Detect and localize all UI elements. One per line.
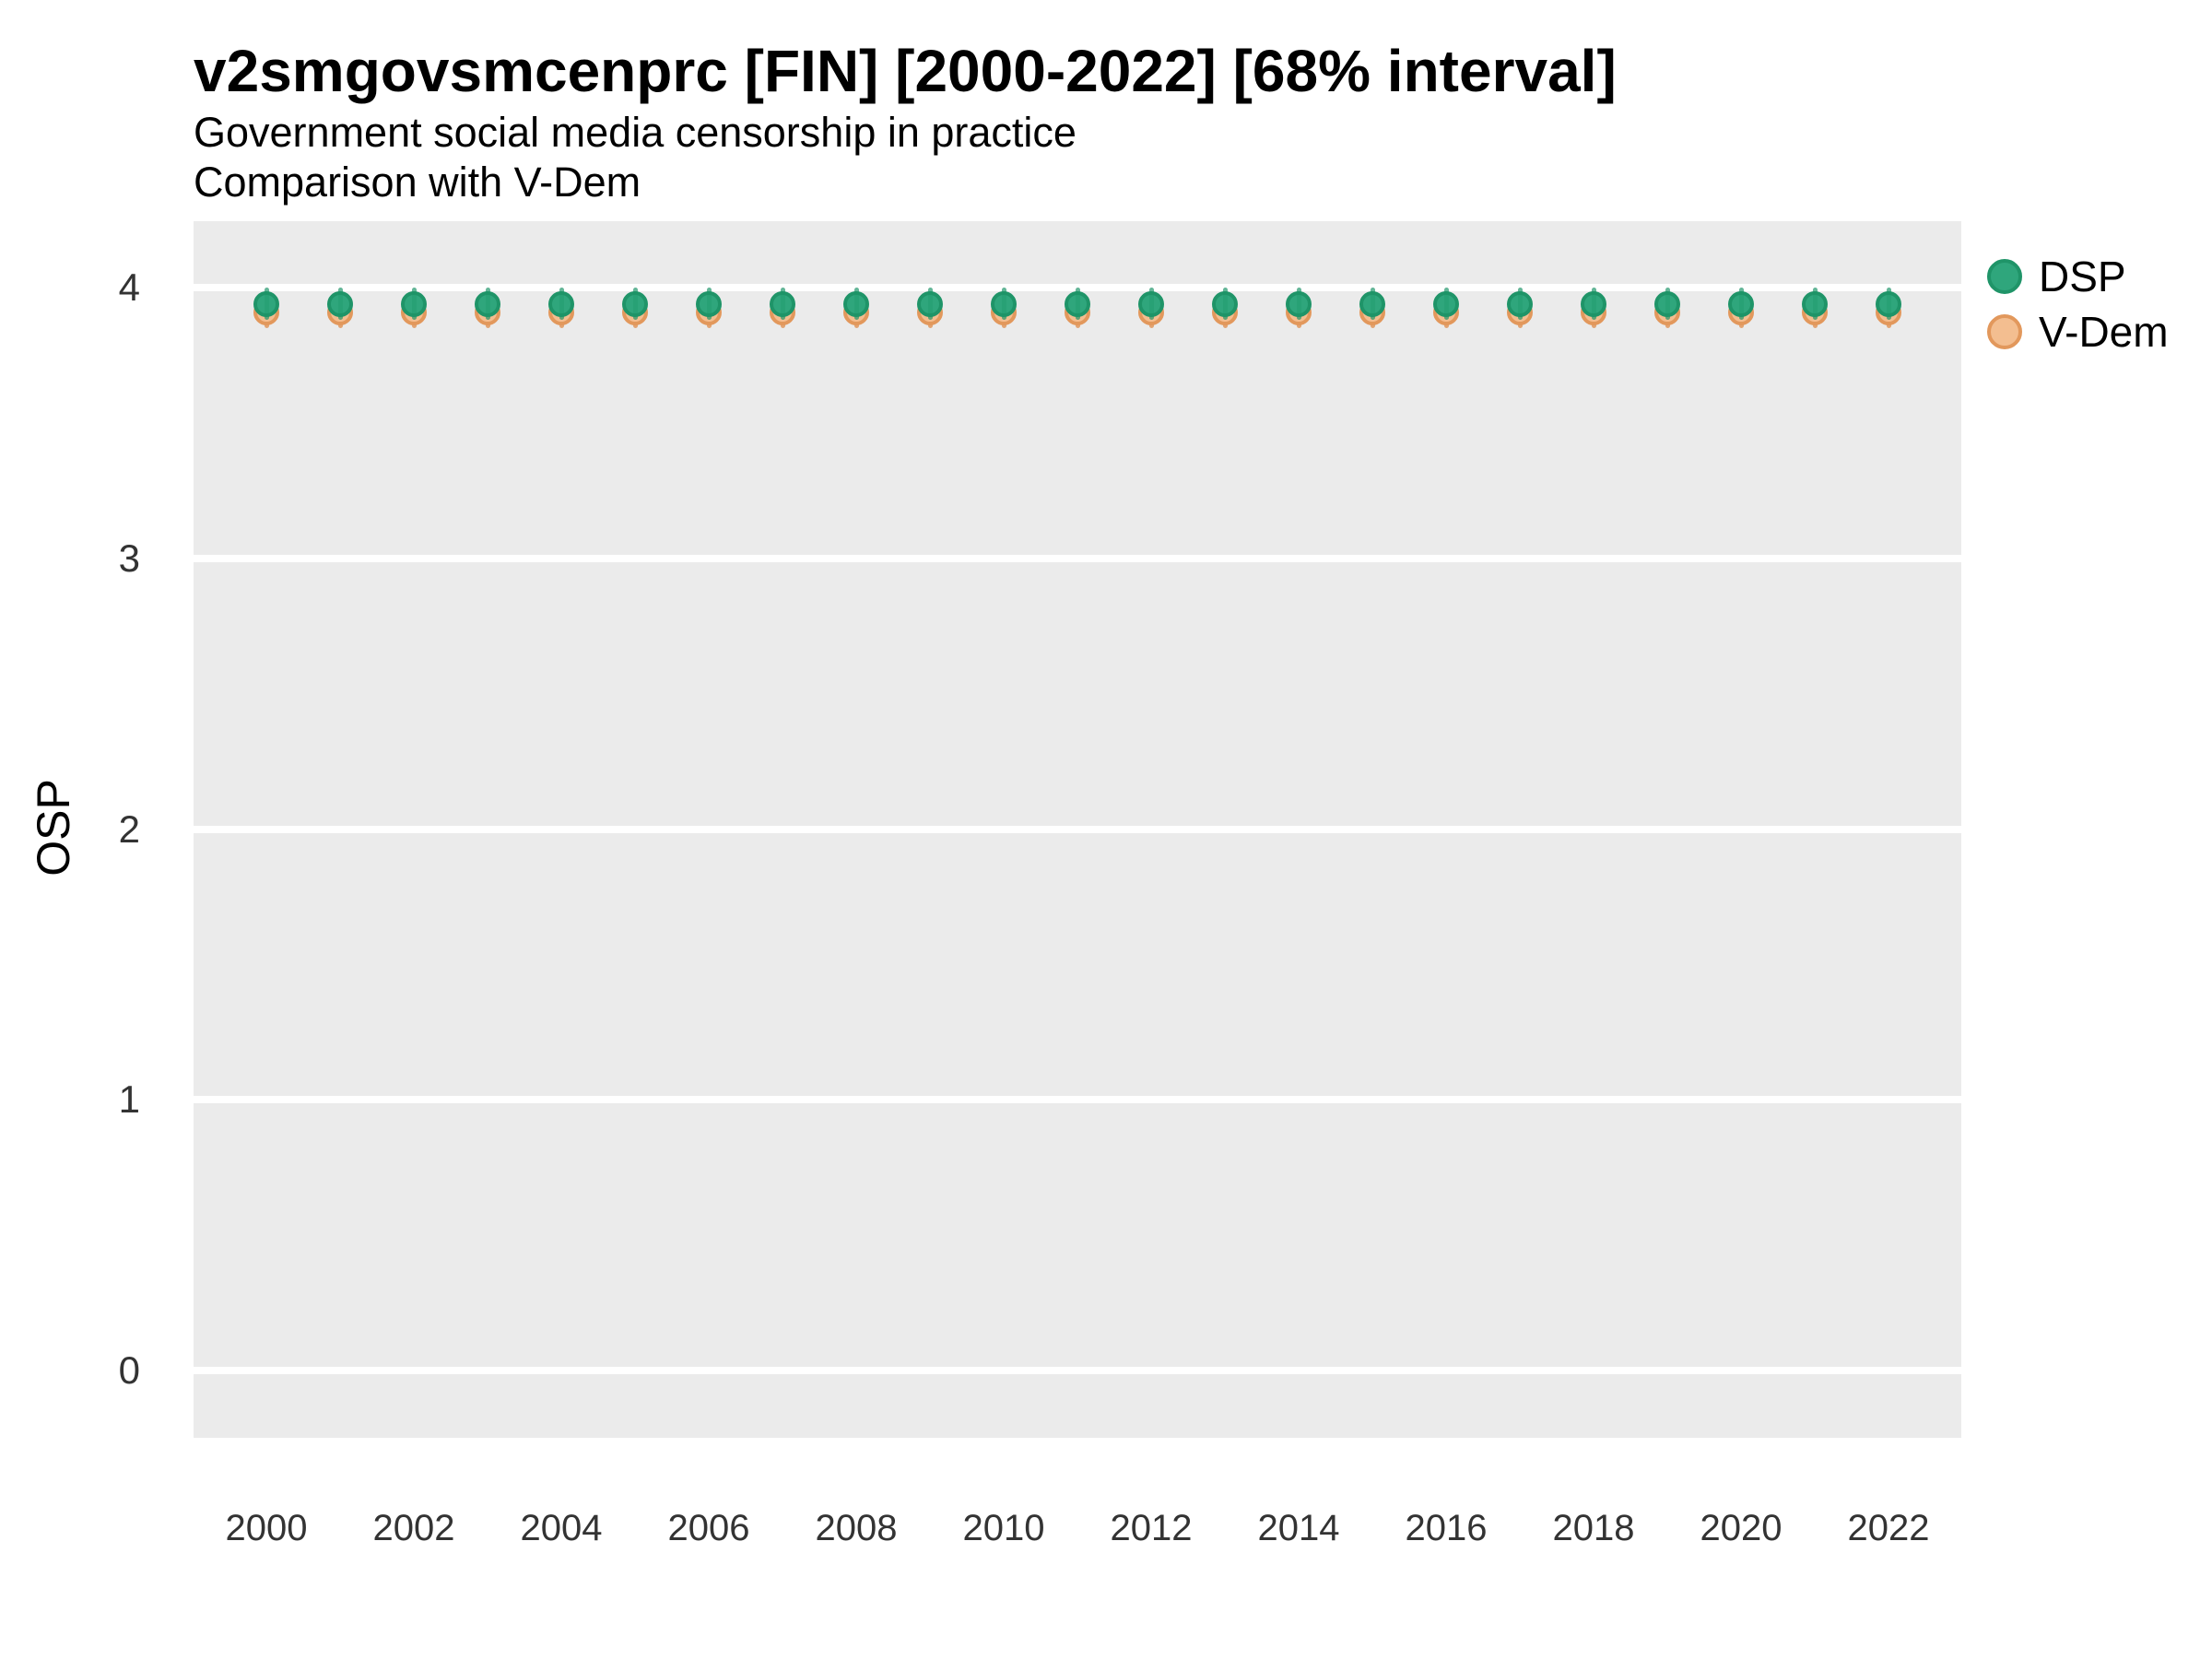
dsp-point: [1138, 290, 1164, 317]
dsp-point: [1581, 290, 1606, 317]
legend: DSP V-Dem: [1987, 253, 2169, 356]
x-tick-label-2016: 2016: [1405, 1508, 1488, 1548]
x-tick-label-2010: 2010: [962, 1508, 1045, 1548]
legend-item-dsp: DSP: [1987, 253, 2169, 300]
dsp-point: [917, 290, 943, 317]
dsp-interval-overlay: [632, 288, 638, 321]
dsp-point: [843, 290, 869, 317]
x-tick-label-2014: 2014: [1257, 1508, 1340, 1548]
dsp-point: [475, 290, 500, 317]
y-tick-label-1: 1: [118, 1077, 140, 1122]
dsp-interval-overlay: [1665, 288, 1670, 321]
gridline-y-2: [194, 825, 1961, 833]
gridline-y-1: [194, 1096, 1961, 1104]
dsp-point: [1802, 290, 1828, 317]
dsp-point: [548, 290, 574, 317]
x-tick-label-2002: 2002: [372, 1508, 455, 1548]
dsp-point: [770, 290, 795, 317]
chart-subtitle-comparison: Comparison with V-Dem: [194, 159, 641, 206]
legend-label-dsp: DSP: [2039, 253, 2126, 300]
dsp-point: [1065, 290, 1090, 317]
x-tick-label-2022: 2022: [1847, 1508, 1930, 1548]
dsp-interval-overlay: [1812, 288, 1818, 321]
dsp-interval-overlay: [706, 288, 712, 321]
legend-dot-dsp: [1987, 259, 2022, 294]
dsp-interval-overlay: [1148, 288, 1154, 321]
dsp-interval-overlay: [1443, 288, 1449, 321]
dsp-point: [401, 290, 427, 317]
x-tick-label-2008: 2008: [815, 1508, 898, 1548]
x-tick-label-2018: 2018: [1552, 1508, 1635, 1548]
legend-item-v-dem: V-Dem: [1987, 308, 2169, 356]
dsp-point: [1507, 290, 1533, 317]
dsp-point: [696, 290, 722, 317]
dsp-interval-overlay: [485, 288, 490, 321]
dsp-interval-overlay: [780, 288, 785, 321]
dsp-point: [1654, 290, 1680, 317]
dsp-interval-overlay: [559, 288, 564, 321]
x-tick-label-2006: 2006: [667, 1508, 750, 1548]
dsp-interval-overlay: [927, 288, 933, 321]
plot-panel: [194, 221, 1961, 1438]
dsp-interval-overlay: [1370, 288, 1375, 321]
dsp-interval-overlay: [1738, 288, 1744, 321]
dsp-interval-overlay: [1001, 288, 1006, 321]
dsp-point: [1876, 290, 1901, 317]
dsp-point: [1286, 290, 1312, 317]
y-tick-label-0: 0: [118, 1348, 140, 1392]
dsp-interval-overlay: [1517, 288, 1523, 321]
y-tick-label-4: 4: [118, 265, 140, 310]
x-tick-label-2012: 2012: [1110, 1508, 1193, 1548]
dsp-point: [1728, 290, 1754, 317]
dsp-point: [991, 290, 1017, 317]
dsp-point: [1359, 290, 1385, 317]
chart-subtitle: Government social media censorship in pr…: [194, 109, 1077, 156]
dsp-interval-overlay: [337, 288, 343, 321]
y-tick-label-2: 2: [118, 806, 140, 851]
dsp-interval-overlay: [1075, 288, 1080, 321]
gridline-y-0: [194, 1367, 1961, 1374]
x-tick-label-2000: 2000: [225, 1508, 308, 1548]
dsp-interval-overlay: [1886, 288, 1891, 321]
dsp-point: [1433, 290, 1459, 317]
dsp-interval-overlay: [1591, 288, 1596, 321]
dsp-point: [622, 290, 648, 317]
gridline-y-3: [194, 554, 1961, 562]
legend-dot-v-dem: [1987, 314, 2022, 349]
legend-label-v-dem: V-Dem: [2039, 308, 2169, 356]
dsp-point: [1212, 290, 1238, 317]
x-tick-label-2004: 2004: [520, 1508, 603, 1548]
dsp-point: [327, 290, 353, 317]
y-tick-label-3: 3: [118, 535, 140, 580]
dsp-interval-overlay: [853, 288, 859, 321]
dsp-interval-overlay: [264, 288, 269, 321]
dsp-interval-overlay: [411, 288, 417, 321]
dsp-interval-overlay: [1296, 288, 1301, 321]
chart-title: v2smgovsmcenprc [FIN] [2000-2022] [68% i…: [194, 38, 1617, 104]
x-tick-label-2020: 2020: [1700, 1508, 1783, 1548]
dsp-interval-overlay: [1222, 288, 1228, 321]
dsp-point: [253, 290, 279, 317]
